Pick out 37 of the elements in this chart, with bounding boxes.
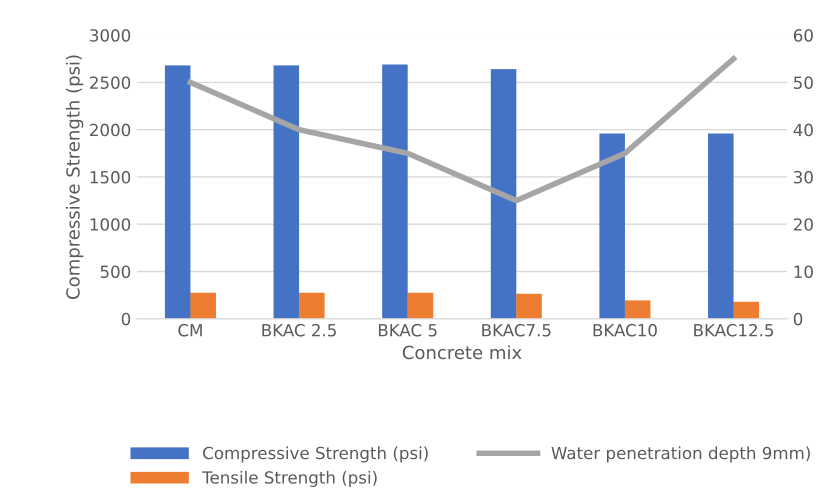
bar [299,292,325,319]
bar [490,69,516,319]
bar [708,133,734,319]
bar [624,300,650,319]
y-tick-label: 3000 [90,29,130,42]
y2-tick-label: 30 [794,170,813,184]
legend-label: Tensile Strength (psi) [202,470,377,487]
bar [164,65,190,319]
y-tick-label: 0 [122,312,130,326]
bar [734,302,760,319]
y-tick-label: 500 [100,265,130,278]
bar [382,64,408,319]
y2-tick-label: 40 [794,124,813,136]
y2-tick-label: 60 [794,29,813,42]
bar [408,292,434,319]
y2-tick-label: 50 [794,76,813,89]
x-tick-label: BKAC 2.5 [262,324,336,337]
y-axis-title: Compressive Strength (psi) [66,56,84,299]
bar [274,65,300,319]
bar [190,292,216,319]
bar [599,133,625,319]
x-tick-label: BKAC12.5 [694,324,774,337]
x-tick-label: BKAC10 [594,324,657,337]
x-tick-label: CM [178,324,202,337]
y-tick-label: 2500 [90,76,130,89]
y-tick-label: 1500 [90,170,130,184]
legend-label: Compressive Strength (psi) [203,446,428,463]
y2-tick-label: 0 [794,312,802,326]
y2-tick-label: 10 [794,265,813,278]
x-tick-label: BKAC7.5 [482,324,551,337]
y-tick-label: 1000 [90,218,130,231]
legend-label: Water penetration depth 9mm) [551,446,810,463]
y-tick-label: 2000 [90,124,130,136]
y2-tick-label: 20 [794,218,813,231]
x-tick-label: BKAC 5 [378,324,437,337]
x-axis-title: Concrete mix [402,345,522,360]
bar [516,294,542,319]
